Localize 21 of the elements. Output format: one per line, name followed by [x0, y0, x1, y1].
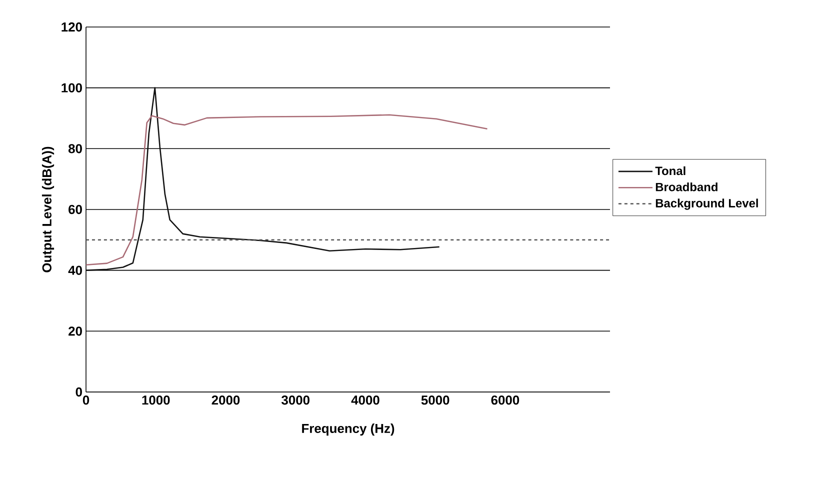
- x-tick-label: 6000: [491, 396, 520, 405]
- y-tick-label: 80: [68, 144, 82, 154]
- y-axis-title: Output Level (dB(A)): [42, 146, 54, 272]
- y-tick-label: 40: [68, 266, 82, 275]
- legend-label: Broadband: [656, 182, 718, 192]
- x-tick-label: 3000: [282, 396, 310, 405]
- y-tick-label: 0: [76, 387, 82, 397]
- y-tick-label: 20: [68, 326, 82, 336]
- y-tick-label: 120: [62, 22, 82, 32]
- legend-label: Tonal: [655, 166, 686, 176]
- line-series: [85, 114, 488, 266]
- x-tick-label: 2000: [212, 396, 240, 405]
- y-tick-label: 60: [68, 204, 82, 214]
- x-tick-label: 0: [82, 396, 90, 405]
- x-tick-label: 5000: [421, 396, 450, 405]
- x-tick-label: 1000: [142, 396, 170, 405]
- x-axis-title: Frequency (Hz): [302, 424, 394, 436]
- line-series: [85, 87, 440, 271]
- x-tick-label: 4000: [351, 396, 380, 405]
- legend-label: Background Level: [656, 198, 758, 210]
- y-tick-label: 100: [62, 83, 82, 92]
